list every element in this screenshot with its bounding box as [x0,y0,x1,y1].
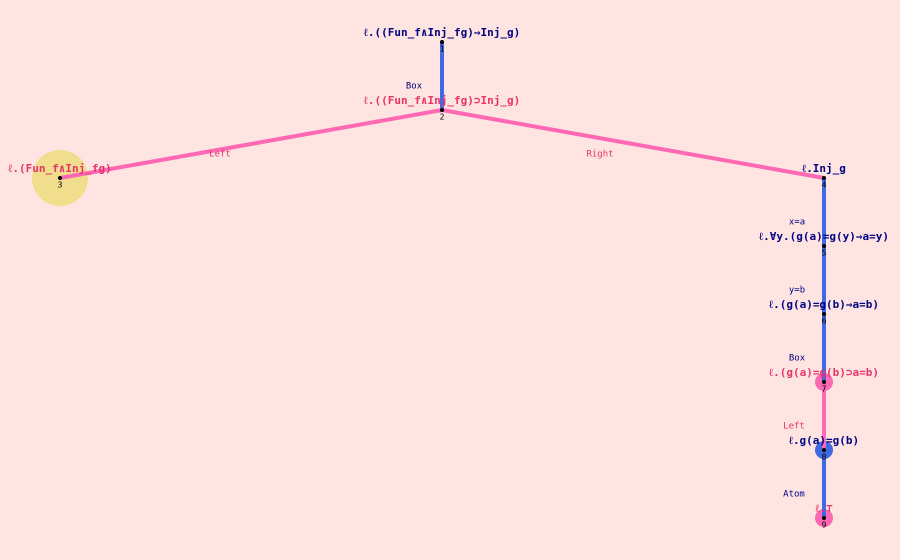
node-number: 4 [822,181,827,190]
node-number: 9 [822,521,827,530]
node-dot [822,176,826,180]
node-label: ℓ.Inj_g [802,162,846,175]
node-label: ℓ.((Fun_f∧Inj_fg)⇒Inj_g) [364,26,520,39]
edge [59,108,443,180]
node-number: 1 [440,45,445,54]
edge-label: Box [789,354,806,364]
node-dot [58,176,62,180]
node-number: 6 [822,317,827,326]
edge-label: Left [209,150,231,160]
node-label: ℓ.g(a)=g(b) [789,434,859,447]
nodes: Box Left Right x=a y=b Box Left Atom ℓ.((Fun_f∧I… [8,26,889,530]
node-label: ℓ.(g(a)=g(b)⊃a=b) [769,366,879,379]
node-dot [440,108,444,112]
node-label: ℓ.∀y.(g(a)=g(y)⇒a=y) [759,230,889,243]
edge-label: y=b [789,286,805,296]
edge-label: Right [586,150,613,160]
node-dot [440,40,444,44]
node-number: 8 [822,453,827,462]
edge [441,108,825,180]
edge-label: x=a [789,218,805,228]
node-label: ℓ.((Fun_f∧Inj_fg)⊃Inj_g) [364,94,520,107]
node-number: 5 [822,249,827,258]
node-number: 3 [58,181,63,190]
edge-label: Left [783,422,805,432]
node-dot [822,448,826,452]
node-dot [822,516,826,520]
node-label: ℓ.⊤ [815,502,833,515]
node-label: ℓ.(g(a)=g(b)⇒a=b) [769,298,879,311]
node-number: 2 [440,113,445,122]
node-number: 7 [822,385,827,394]
edge-label: Atom [783,490,805,500]
node-label: ℓ.(Fun_f∧Inj_fg) [8,162,111,175]
node-dot [822,380,826,384]
node-dot [822,244,826,248]
edge-label: Box [406,82,423,92]
node-dot [822,312,826,316]
